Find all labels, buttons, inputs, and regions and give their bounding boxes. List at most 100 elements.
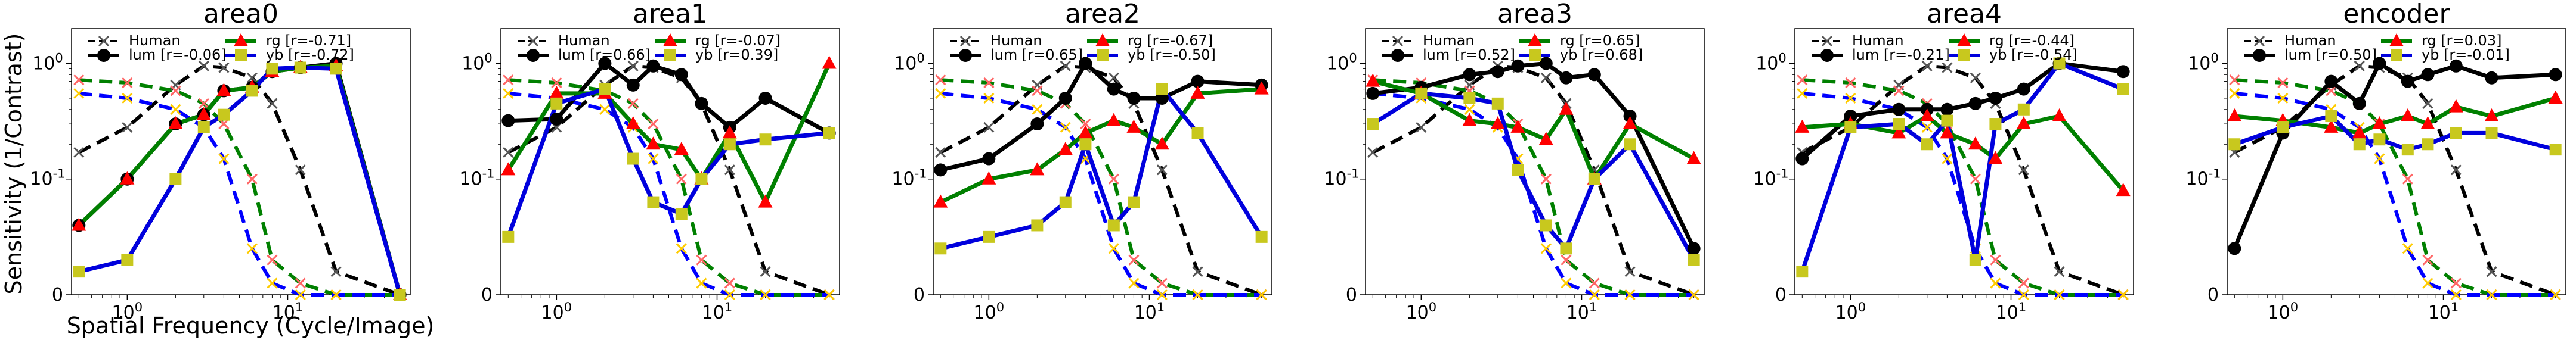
human-yb-point-b (218, 153, 230, 164)
lum-point (1844, 110, 1857, 123)
human-yb-point-b (599, 104, 611, 115)
rg-point (2324, 119, 2339, 133)
human-rg-point-b (2450, 277, 2462, 289)
yb-point (2549, 144, 2562, 156)
rg-point (1030, 162, 1045, 176)
human-lum-line (1801, 64, 2124, 297)
lum-point (2549, 68, 2562, 82)
human-lum-line (78, 64, 401, 297)
human-rg-point-b (170, 85, 181, 96)
human-yb-point-b (1108, 243, 1119, 254)
yb-point (266, 63, 278, 75)
human-yb-point-b (648, 153, 659, 164)
rg-point (168, 116, 183, 130)
rg-point (72, 217, 86, 231)
rg-point (2420, 116, 2435, 130)
human-yb-point-b (330, 289, 342, 301)
human-rg-point-b (1970, 173, 1981, 185)
yb-point (1560, 242, 1572, 255)
human-rg-point-b (122, 77, 133, 89)
legend-lum-label: lum [r=-0.21] (1852, 46, 1950, 63)
yb-point (197, 121, 210, 133)
human-rg-point-b (1990, 254, 2001, 266)
lum-point (1366, 86, 1380, 100)
human-rg-point (1156, 277, 1168, 289)
panel-area0: area0 100 101 0 10-1 100 Human rg [r=-0.71] lum … (30, 0, 411, 323)
human-yb-point (823, 289, 835, 301)
legend: Human rg [r=-0.44] lum [r=-0.21] yb [r=-0.5… (1812, 32, 2077, 63)
legend-lum-marker (1820, 49, 1834, 62)
rg-point (1366, 73, 1380, 87)
human-yb-point (1256, 289, 1267, 301)
y-tick-label: 0 (481, 285, 493, 305)
figure-xlabel: Spatial Frequency (Cycle/Image) (67, 313, 435, 339)
human-yb-point (1921, 121, 1933, 133)
yb-series-line (940, 87, 1264, 251)
yb-point (1255, 230, 1268, 243)
human-lum-line (1371, 64, 1695, 297)
human-yb-point-b (2229, 88, 2240, 99)
human-lum-point-b (1416, 121, 1427, 133)
human-rg-point (1540, 173, 1552, 185)
human-yb-point (724, 289, 735, 301)
human-lum-point (724, 164, 735, 176)
human-yb-point (935, 88, 946, 99)
x-tick-label: 101 (1134, 300, 1165, 323)
yb-point (1540, 219, 1552, 232)
human-yb-point (330, 289, 342, 301)
legend-lum-label: lum [r=0.50] (2284, 46, 2377, 63)
human-yb-point (1128, 277, 1140, 289)
human-lum-point-b (724, 164, 735, 176)
yb-point (1941, 114, 1953, 127)
human-yb-point-b (2374, 153, 2385, 164)
y-tick-label: 0 (914, 285, 925, 305)
lum-point (1687, 242, 1701, 255)
rg-point (822, 55, 837, 69)
lum-point (1079, 57, 1092, 70)
lum-point (550, 113, 564, 126)
human-lum-point-b (1060, 60, 1071, 71)
legend-rg-label: rg [r=-0.71] (266, 32, 351, 49)
rg-point (1940, 125, 1955, 139)
y-tick-label: 0 (1346, 285, 1357, 305)
lum-point (1127, 91, 1141, 105)
human-lum-point (2486, 266, 2497, 277)
rg-point (1623, 116, 1637, 130)
human-lum-point-b (1942, 62, 1953, 73)
human-rg-point-b (1128, 254, 1140, 266)
human-yb-point (1192, 289, 1203, 301)
panel-area4: area4 100 101 0 10-1 100 Human rg [r=-0.44] lum … (1753, 0, 2134, 323)
human-yb-point-b (1060, 121, 1071, 133)
human-rg-point (1893, 85, 1905, 96)
human-yb-point (760, 289, 771, 301)
human-lum-point-b (1624, 266, 1636, 277)
human-rg-point-b (724, 277, 735, 289)
x-tick-label: 101 (1566, 300, 1597, 323)
human-rg-point-b (1893, 85, 1905, 96)
legend-human-marker (1392, 35, 1404, 47)
human-lum-line (939, 64, 1262, 297)
human-yb-point (1108, 243, 1119, 254)
rg-point (216, 83, 231, 96)
human-lum-point-b (1192, 266, 1203, 277)
panels: area0 100 101 0 10-1 100 Human rg [r=-0.71] lum … (30, 0, 2566, 323)
human-lum-point (2450, 164, 2462, 176)
human-lum-point (1624, 266, 1636, 277)
yb-point (330, 63, 342, 75)
yb-point (73, 266, 85, 278)
legend-human-marker (2253, 35, 2265, 47)
plot-frame (933, 28, 1272, 295)
yb-point (1588, 173, 1600, 185)
lum-point (695, 96, 708, 110)
human-rg-point (2229, 74, 2240, 86)
human-yb-point-b (2422, 277, 2433, 289)
human-yb-point-b (1921, 121, 1933, 133)
human-yb-point (1942, 153, 1953, 164)
x-tick-label: 101 (2428, 300, 2459, 323)
human-lum-point-b (2486, 266, 2497, 277)
yb-point (934, 242, 947, 255)
panel-title: encoder (2343, 0, 2450, 29)
rg-point (1795, 119, 1810, 133)
yb-point (2325, 110, 2337, 123)
